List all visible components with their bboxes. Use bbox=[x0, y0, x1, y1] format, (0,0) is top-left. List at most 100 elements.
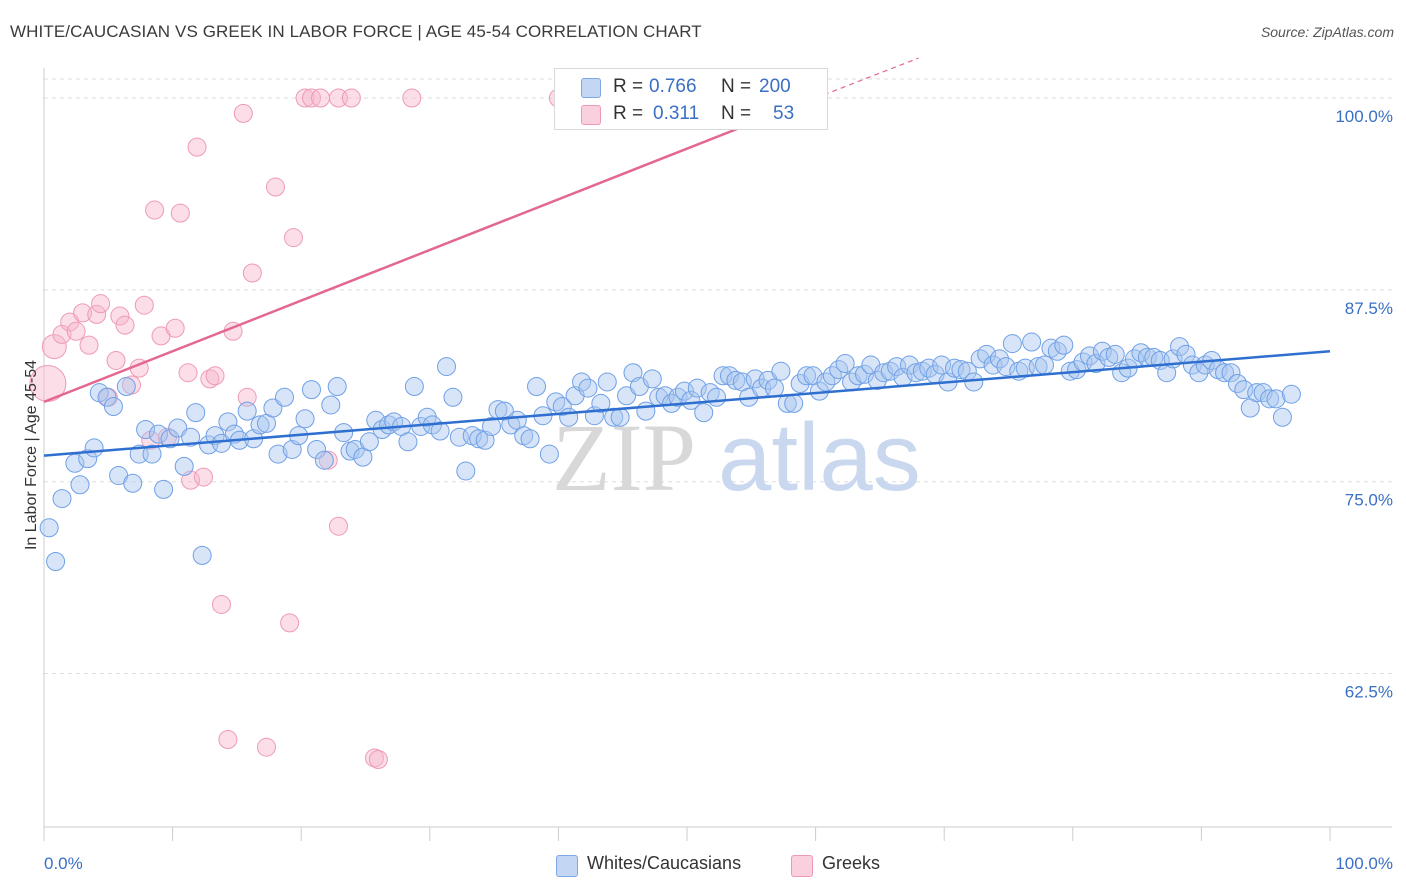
whites-point bbox=[123, 473, 143, 493]
whites-point bbox=[168, 418, 188, 438]
whites-point bbox=[797, 366, 817, 386]
whites-point bbox=[359, 432, 379, 452]
whites-point bbox=[1189, 363, 1209, 383]
whites-point bbox=[932, 355, 952, 375]
whites-point bbox=[996, 357, 1016, 377]
whites-point bbox=[160, 429, 180, 449]
chart-title: WHITE/CAUCASIAN VS GREEK IN LABOR FORCE … bbox=[10, 22, 702, 41]
whites-point bbox=[951, 360, 971, 380]
greeks-trend-extension bbox=[815, 57, 919, 99]
greeks-point bbox=[110, 306, 130, 326]
bottom-legend-label-greeks: Greeks bbox=[822, 853, 881, 873]
whites-point bbox=[46, 551, 66, 571]
greeks-point bbox=[310, 88, 330, 108]
whites-point bbox=[694, 403, 714, 423]
whites-point bbox=[591, 393, 611, 413]
whites-point bbox=[1067, 360, 1087, 380]
greeks-points bbox=[29, 88, 633, 769]
whites-point bbox=[142, 444, 162, 464]
greeks-point bbox=[91, 294, 111, 314]
whites-point bbox=[282, 439, 302, 459]
greeks-trend-line bbox=[43, 96, 817, 404]
bottom-legend-label-whites: Whites/Caucasians bbox=[587, 853, 742, 873]
y-tick-label: 62.5% bbox=[1345, 683, 1393, 702]
whites-point bbox=[295, 409, 315, 429]
whites-point bbox=[181, 427, 201, 447]
whites-point bbox=[1266, 389, 1286, 409]
whites-point bbox=[430, 421, 450, 441]
whites-point bbox=[456, 461, 476, 481]
whites-point bbox=[977, 344, 997, 364]
greeks-point bbox=[181, 470, 201, 490]
whites-point bbox=[687, 378, 707, 398]
whites-point bbox=[307, 439, 327, 459]
source-label: Source: ZipAtlas.com bbox=[1260, 24, 1394, 40]
y-tick-labels: 62.5% 75.0% 87.5% 100.0% bbox=[1335, 107, 1393, 702]
legend-n-label: N = bbox=[721, 76, 752, 97]
axes bbox=[43, 68, 1392, 841]
greeks-point bbox=[280, 613, 300, 633]
greeks-point bbox=[66, 321, 86, 341]
greeks-point bbox=[87, 304, 107, 324]
greeks-point bbox=[283, 228, 303, 248]
whites-point bbox=[301, 380, 321, 400]
whites-point bbox=[70, 475, 90, 495]
whites-point bbox=[192, 545, 212, 565]
whites-point bbox=[520, 429, 540, 449]
whites-point bbox=[1035, 355, 1055, 375]
y-tick-label: 100.0% bbox=[1335, 107, 1393, 126]
whites-point bbox=[437, 357, 457, 377]
greeks-point bbox=[145, 200, 165, 220]
whites-point bbox=[136, 420, 156, 440]
whites-point bbox=[1080, 346, 1100, 366]
whites-point bbox=[642, 369, 662, 389]
trend-lines bbox=[43, 57, 1331, 457]
legend-row-greeks: R = 0.311 N = 53 bbox=[555, 101, 827, 127]
greeks-point bbox=[106, 350, 126, 370]
whites-point bbox=[758, 370, 778, 390]
whites-point bbox=[1215, 363, 1235, 383]
whites-point bbox=[1002, 334, 1022, 354]
whites-point bbox=[527, 377, 547, 397]
greeks-point bbox=[341, 88, 361, 108]
whites-point bbox=[186, 403, 206, 423]
greeks-point bbox=[242, 263, 262, 283]
whites-point bbox=[1272, 407, 1292, 427]
greeks-point bbox=[187, 137, 207, 157]
whites-point bbox=[116, 377, 136, 397]
legend-r-value: 0.766 bbox=[649, 76, 697, 97]
greeks-point bbox=[295, 88, 315, 108]
whites-point bbox=[964, 372, 984, 392]
whites-point bbox=[1260, 389, 1280, 409]
whites-point bbox=[1221, 363, 1241, 383]
whites-point bbox=[944, 358, 964, 378]
y-tick-label: 87.5% bbox=[1345, 299, 1393, 318]
whites-point bbox=[848, 366, 868, 386]
greeks-point bbox=[256, 737, 276, 757]
whites-point bbox=[578, 378, 598, 398]
greeks-point bbox=[52, 324, 72, 344]
whites-point bbox=[103, 396, 123, 416]
whites-point bbox=[1105, 344, 1125, 364]
greeks-point bbox=[73, 303, 93, 323]
whites-point bbox=[867, 370, 887, 390]
whites-point bbox=[1281, 384, 1301, 404]
greeks-point bbox=[79, 335, 99, 355]
whites-point bbox=[713, 366, 733, 386]
whites-points bbox=[39, 332, 1301, 571]
whites-point bbox=[707, 387, 727, 407]
legend-r-value: 0.311 bbox=[653, 103, 700, 124]
legend-row-whites: R = 0.766 N = 200 bbox=[555, 74, 827, 100]
whites-point bbox=[906, 363, 926, 383]
greeks-point bbox=[265, 177, 285, 197]
legend-n-label: N = bbox=[721, 103, 752, 124]
bottom-legend-swatch-greeks bbox=[791, 855, 813, 877]
legend-swatch-greeks bbox=[581, 105, 601, 125]
whites-point bbox=[1234, 380, 1254, 400]
whites-point bbox=[237, 401, 257, 421]
whites-point bbox=[784, 393, 804, 413]
whites-point bbox=[148, 424, 168, 444]
whites-point bbox=[552, 396, 572, 416]
whites-point bbox=[218, 412, 238, 432]
